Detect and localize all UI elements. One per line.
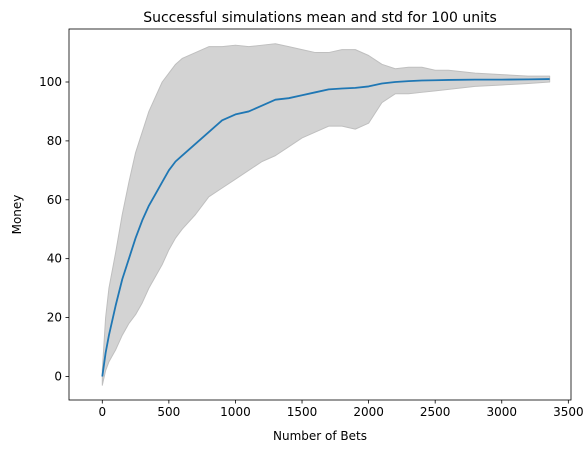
y-tick-label: 40 [47, 252, 62, 266]
y-tick-label: 20 [47, 311, 62, 325]
y-tick-label: 100 [39, 75, 62, 89]
y-axis-label: Money [10, 195, 24, 235]
y-axis-ticks: 0 20 40 60 80 100 [39, 75, 69, 383]
x-axis-label: Number of Bets [273, 429, 367, 443]
x-tick-label: 3500 [553, 405, 584, 419]
x-axis-ticks: 0 500 1000 1500 2000 2500 3000 3500 [98, 400, 584, 419]
x-tick-label: 1500 [287, 405, 318, 419]
y-tick-label: 0 [54, 369, 62, 383]
y-tick-label: 80 [47, 134, 62, 148]
chart-title: Successful simulations mean and std for … [143, 10, 497, 26]
y-tick-label: 60 [47, 193, 62, 207]
x-tick-label: 500 [157, 405, 180, 419]
plot-frame [68, 28, 572, 401]
axes-frame [68, 28, 572, 401]
mean-line-layer [101, 78, 550, 377]
x-tick-label: 3000 [486, 405, 517, 419]
x-tick-label: 2000 [353, 405, 384, 419]
x-tick-label: 0 [98, 405, 106, 419]
x-tick-label: 2500 [420, 405, 451, 419]
x-tick-label: 1000 [220, 405, 251, 419]
std-band-layer [101, 43, 551, 386]
mean-line [101, 78, 550, 377]
std-band [101, 43, 551, 386]
